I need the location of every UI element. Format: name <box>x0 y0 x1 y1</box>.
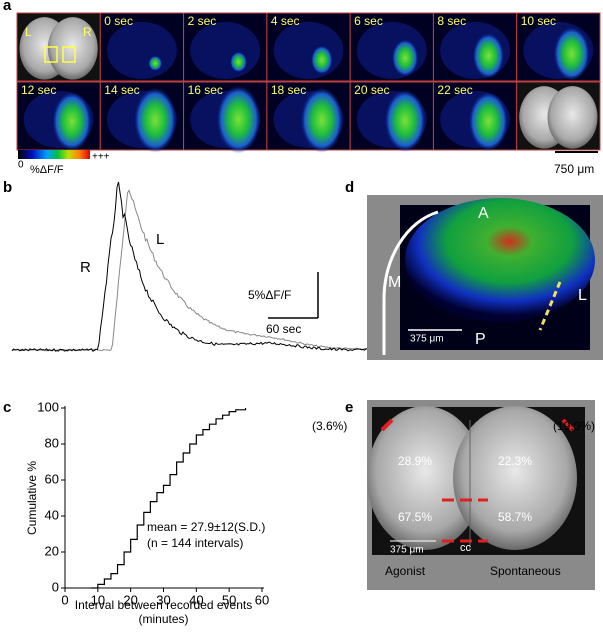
y-tick-label: 0 <box>52 579 59 594</box>
y-tick-label: 100 <box>37 399 59 414</box>
frame-label: 8 sec <box>437 14 466 28</box>
scale-label: 375 μm <box>410 334 444 345</box>
left-caption: Agonist <box>385 564 426 578</box>
scale-label: 5%ΔF/F <box>248 288 291 302</box>
scale-label: 375 μm <box>390 545 424 556</box>
frame-label: 6 sec <box>354 14 383 28</box>
outer-right: (19.0%) <box>553 419 595 433</box>
left-hemisphere <box>367 406 483 550</box>
frame-label: R <box>83 25 92 39</box>
frame-label: 14 sec <box>104 83 139 97</box>
panel-label: b <box>3 179 12 196</box>
activity <box>391 39 419 77</box>
colorbar <box>18 150 90 159</box>
frame-label: 4 sec <box>271 14 300 28</box>
frame-label: 18 sec <box>271 83 306 97</box>
right-caption: Spontaneous <box>490 564 561 578</box>
panel-label: d <box>345 179 354 196</box>
label-posterior: P <box>475 331 486 348</box>
outer-left: (3.6%) <box>312 419 347 433</box>
panel-a: L R 0 sec 2 sec 4 sec 6 sec 8 sec 10 sec 12 sec 1… <box>16 12 601 176</box>
activity <box>216 85 261 154</box>
marker <box>380 418 394 432</box>
activity-map <box>405 198 595 322</box>
x-tick-label: 10 <box>91 592 105 607</box>
frame-label: 10 sec <box>521 14 556 28</box>
roi <box>44 46 58 63</box>
lateral-line <box>538 281 562 331</box>
marker <box>561 418 575 432</box>
panel-label: a <box>3 0 12 14</box>
trace-label: L <box>156 231 164 248</box>
panel-label: e <box>345 399 353 416</box>
lower-right: 58.7% <box>498 510 532 524</box>
frame-label: 20 sec <box>354 83 389 97</box>
upper-right: 22.3% <box>498 454 532 468</box>
x-tick-label: 50 <box>222 592 236 607</box>
activity <box>472 33 504 79</box>
y-tick-label: 80 <box>45 435 59 450</box>
midline-label: cc <box>460 542 472 554</box>
x-tick-label: 20 <box>123 592 137 607</box>
panel-d: A M L P 375 μm <box>367 195 603 360</box>
x-axis-label: (minutes) <box>138 612 188 626</box>
activity <box>311 45 333 75</box>
background-glow <box>106 21 177 79</box>
x-tick-label: 0 <box>61 592 68 607</box>
y-tick-label: 60 <box>45 471 59 486</box>
background-glow <box>273 21 344 79</box>
panel-e: (3.6%) (19.0%) 28.9% 22.3% 67.5% 58.7% 3… <box>312 400 595 590</box>
scale-label: 750 μm <box>554 162 594 176</box>
lower-left: 67.5% <box>398 510 432 524</box>
label-lateral: L <box>578 287 587 304</box>
background-glow <box>190 21 261 79</box>
y-axis-label: Cumulative % <box>25 461 39 535</box>
label-medial: M <box>388 274 401 291</box>
roi <box>62 46 76 63</box>
x-tick-label: 30 <box>156 592 170 607</box>
frame-label: 12 sec <box>21 83 56 97</box>
trace-label: R <box>80 259 91 276</box>
upper-left: 28.9% <box>398 454 432 468</box>
scale-label: 60 sec <box>266 322 301 336</box>
x-axis-label: Interval between recorded events <box>75 598 252 612</box>
annotation: (n = 144 intervals) <box>147 536 243 550</box>
annotation: mean = 27.9±12(S.D.) <box>147 520 265 534</box>
y-tick-label: 40 <box>45 507 59 522</box>
x-tick-label: 40 <box>189 592 203 607</box>
medial-arc <box>382 210 439 355</box>
activity <box>230 51 247 73</box>
y-tick-label: 20 <box>45 543 59 558</box>
right-hemisphere <box>453 406 577 550</box>
frame-label: 0 sec <box>104 14 133 28</box>
panel-c: 0 20 40 60 80 100 0 10 20 30 40 50 60 Cumulative % Int… <box>25 399 269 626</box>
x-tick-label: 60 <box>255 592 269 607</box>
cumulative-curve <box>91 408 247 589</box>
activity <box>134 87 177 153</box>
label-anterior: A <box>478 205 489 222</box>
hemisphere <box>47 17 98 80</box>
activity <box>300 87 344 153</box>
frame-label: L <box>25 25 32 39</box>
activity <box>148 55 163 71</box>
panel-label: c <box>3 399 11 416</box>
activity <box>468 91 508 152</box>
hemisphere <box>547 86 598 149</box>
colorbar-label: %ΔF/F <box>30 164 64 176</box>
activity <box>384 89 426 152</box>
frame-label: 2 sec <box>188 14 217 28</box>
activity <box>52 91 92 152</box>
colorbar-min: 0 <box>18 160 24 171</box>
frame-label: 22 sec <box>437 83 472 97</box>
activity <box>553 26 590 81</box>
colorbar-max: +++ <box>92 152 110 163</box>
frame-label: 16 sec <box>188 83 223 97</box>
